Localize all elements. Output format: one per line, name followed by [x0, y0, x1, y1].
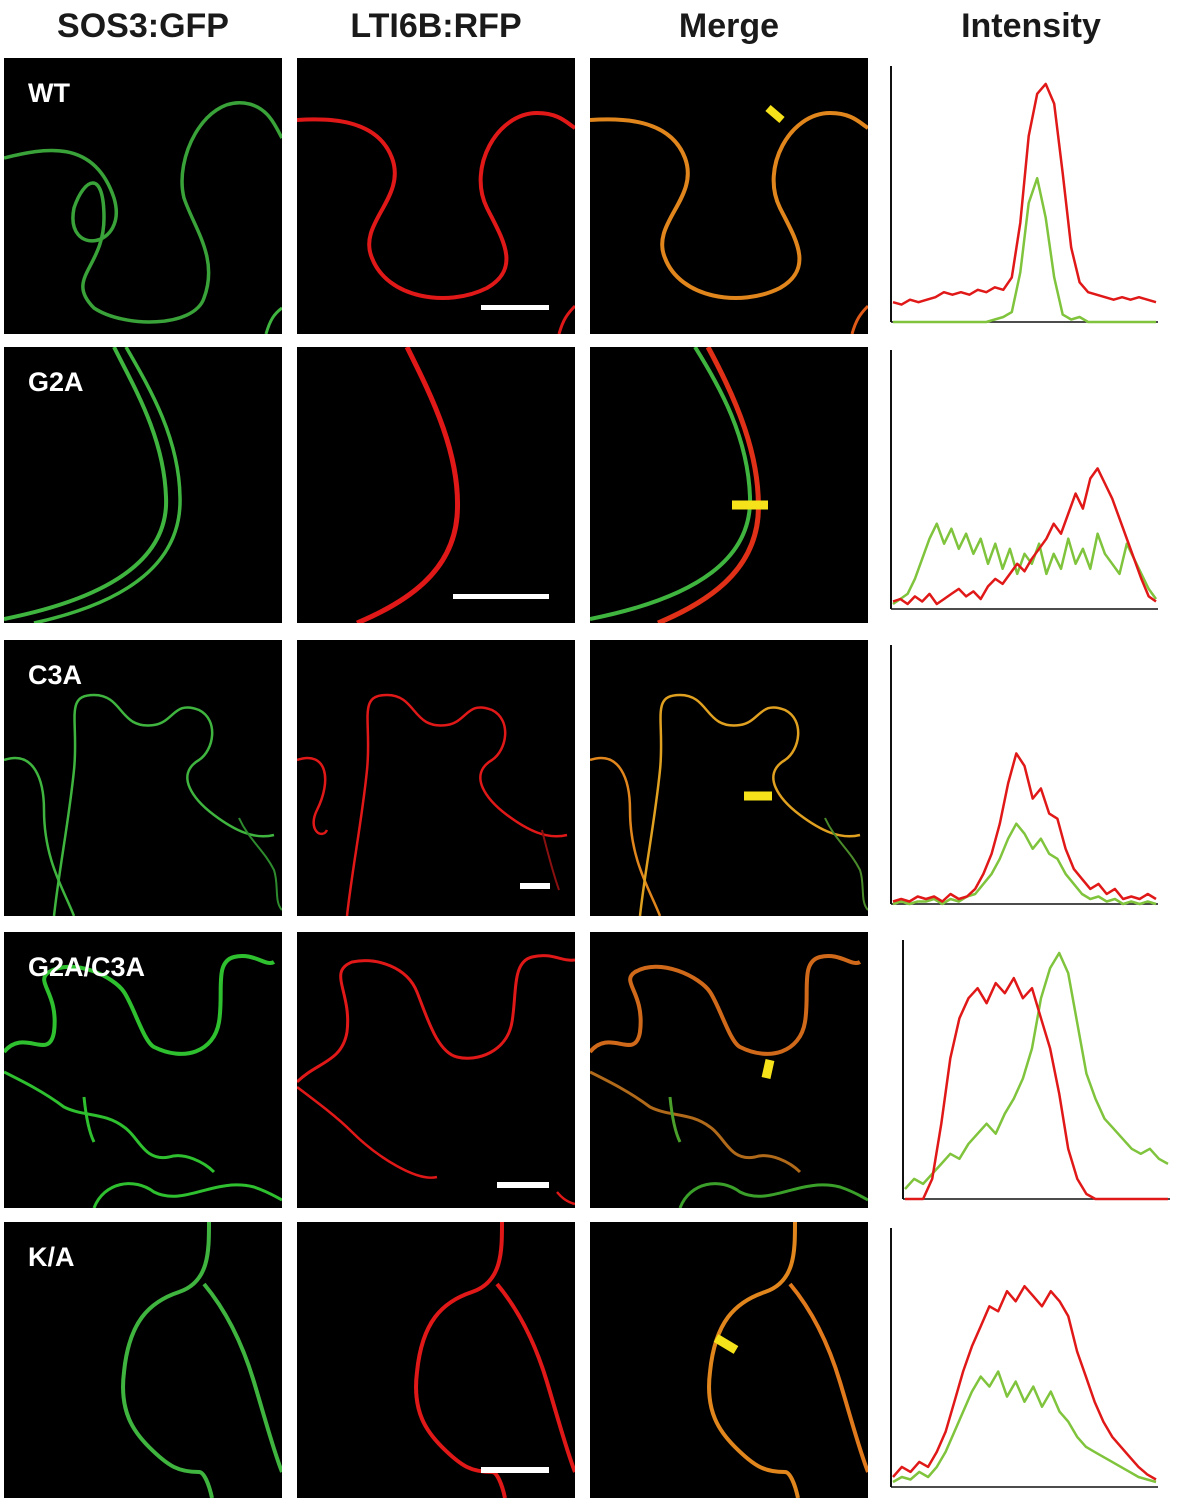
g2a-c3a-rfp-panel — [297, 932, 575, 1208]
c3a-gfp-panel: C3A — [4, 640, 282, 916]
g2a-merge-panel — [590, 347, 868, 623]
column-header-intensity: Intensity — [961, 7, 1101, 45]
red-intensity-line — [892, 1284, 1157, 1481]
intensity-chart — [890, 645, 1158, 906]
c3a-rfp-panel — [297, 640, 575, 916]
green-intensity-line — [892, 1370, 1157, 1484]
wt-rfp-membrane-image — [297, 110, 575, 334]
scale-bar — [453, 594, 549, 599]
g2a-merge-membrane-image — [590, 347, 768, 623]
g2a-c3a-gfp-membrane-image — [4, 953, 282, 1208]
g2a-gfp-panel: G2A — [4, 347, 282, 623]
g2a-rfp-membrane-image — [356, 347, 549, 623]
intensity-chart — [890, 1228, 1158, 1488]
row-label-wt: WT — [28, 78, 70, 108]
green-intensity-line — [904, 951, 1169, 1190]
column-header-merge: Merge — [678, 7, 780, 45]
scale-bar — [481, 305, 549, 310]
g2a-c3a-intensity-plot — [900, 940, 1172, 1205]
wt-merge-panel — [590, 58, 868, 334]
red-intensity-line — [905, 976, 1168, 1201]
column-header-rfp: LTI6B:RFP — [350, 7, 522, 45]
line-scan-marker — [713, 1334, 739, 1354]
row-label-g2a: G2A — [28, 367, 84, 397]
wt-rfp-panel — [297, 58, 575, 334]
k-a-gfp-membrane-image — [121, 1222, 282, 1498]
k-a-gfp-panel: K/A — [4, 1222, 282, 1498]
g2a-c3a-merge-membrane-image — [590, 953, 868, 1208]
c3a-gfp-membrane-image — [4, 693, 282, 916]
wt-intensity-plot — [888, 66, 1160, 328]
c3a-intensity-plot — [888, 645, 1160, 910]
wt-gfp-panel: WT — [4, 58, 282, 334]
c3a-merge-membrane-image — [590, 693, 868, 916]
row-label-g2a-c3a: G2A/C3A — [28, 952, 146, 982]
green-intensity-line — [892, 522, 1158, 606]
wt-merge-membrane-image — [590, 104, 868, 334]
g2a-c3a-rfp-membrane-image — [297, 954, 575, 1206]
intensity-chart — [890, 66, 1158, 324]
k-a-merge-membrane-image — [707, 1222, 868, 1498]
green-intensity-line — [892, 822, 1157, 906]
column-header-gfp: SOS3:GFP — [57, 7, 229, 45]
c3a-merge-panel — [590, 640, 868, 916]
k-a-rfp-membrane-image — [414, 1222, 575, 1498]
g2a-c3a-merge-panel — [590, 932, 868, 1208]
g2a-intensity-plot — [888, 350, 1160, 615]
c3a-rfp-membrane-image — [297, 693, 568, 916]
line-scan-marker — [761, 1059, 775, 1079]
green-intensity-line — [893, 176, 1156, 324]
line-scan-marker — [765, 104, 785, 124]
red-intensity-line — [892, 467, 1157, 606]
row-label-c3a: C3A — [28, 660, 83, 690]
scale-bar — [520, 883, 550, 889]
g2a-rfp-panel — [297, 347, 575, 623]
g2a-gfp-membrane-image — [4, 347, 182, 623]
scale-bar — [481, 1467, 549, 1473]
k-a-merge-panel — [590, 1222, 868, 1498]
red-intensity-line — [892, 752, 1157, 903]
row-label-k-a: K/A — [28, 1242, 75, 1272]
intensity-chart — [902, 940, 1170, 1201]
red-intensity-line — [892, 82, 1157, 306]
scale-bar — [497, 1182, 549, 1188]
k-a-intensity-plot — [888, 1228, 1160, 1493]
intensity-chart — [890, 350, 1158, 610]
g2a-c3a-gfp-panel: G2A/C3A — [4, 932, 282, 1208]
k-a-rfp-panel — [297, 1222, 575, 1498]
wt-gfp-membrane-image — [4, 101, 282, 334]
